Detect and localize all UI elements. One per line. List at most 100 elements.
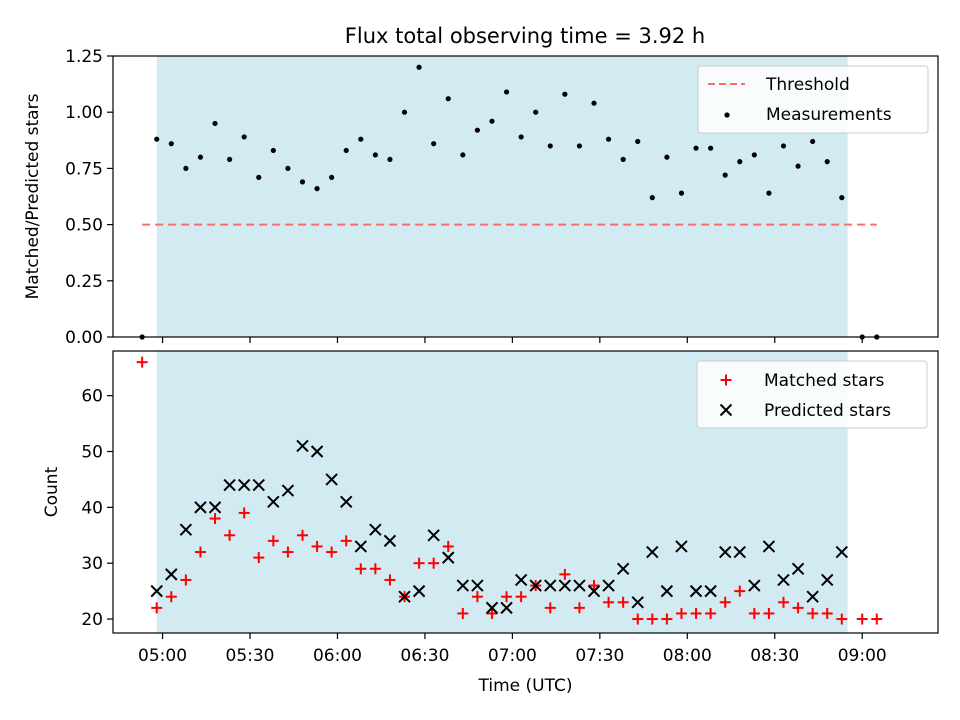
y-tick-label: 0.50 bbox=[65, 216, 103, 236]
matched-star-point bbox=[544, 602, 556, 614]
matched-star-point bbox=[442, 540, 454, 552]
measurement-point bbox=[678, 190, 685, 196]
predicted-star-point bbox=[835, 545, 849, 559]
top-legend: Threshold Measurements bbox=[697, 65, 929, 134]
y-tick-label: 50 bbox=[81, 443, 103, 463]
x-tick-label: 08:30 bbox=[750, 646, 799, 666]
measurement-point bbox=[795, 163, 801, 169]
x-tick-label: 07:30 bbox=[575, 646, 624, 666]
measurement-point bbox=[737, 159, 743, 165]
y-tick-label: 1.25 bbox=[65, 47, 103, 67]
matched-star-point bbox=[267, 535, 279, 547]
predicted-star-point bbox=[150, 584, 163, 598]
predicted-star-point bbox=[646, 545, 659, 559]
x-tick-label: 05:00 bbox=[138, 646, 187, 666]
matched-star-point bbox=[326, 546, 338, 558]
x-tick-label: 09:00 bbox=[838, 646, 887, 666]
measurement-point bbox=[445, 96, 451, 102]
measurement-point bbox=[358, 136, 364, 142]
matched-star-point bbox=[282, 546, 294, 558]
predicted-star-point bbox=[791, 562, 805, 575]
x-tick-label: 06:00 bbox=[313, 646, 362, 666]
bottom-y-axis-label: Count bbox=[42, 466, 62, 517]
predicted-star-point bbox=[631, 596, 644, 609]
matched-star-point bbox=[194, 546, 206, 558]
measurement-point bbox=[372, 152, 378, 158]
predicted-star-point bbox=[573, 579, 586, 592]
predicted-star-point bbox=[602, 579, 615, 592]
y-tick-label: 1.00 bbox=[65, 103, 103, 123]
predicted-star-point bbox=[179, 523, 193, 536]
matched-star-point bbox=[296, 529, 308, 541]
measurement-point bbox=[576, 143, 583, 149]
matched-star-point bbox=[384, 574, 396, 586]
y-tick-label: 60 bbox=[81, 387, 103, 407]
x-tick-label: 05:30 bbox=[226, 646, 275, 666]
measurement-point bbox=[751, 152, 757, 158]
predicted-star-point bbox=[485, 601, 499, 615]
measurement-point bbox=[299, 179, 306, 185]
measurement-point bbox=[431, 141, 437, 147]
predicted-star-point bbox=[558, 579, 572, 592]
matched-star-point bbox=[617, 596, 629, 608]
predicted-star-point bbox=[777, 573, 790, 587]
measurement-point bbox=[270, 147, 276, 154]
top-legend-box bbox=[697, 65, 929, 134]
predicted-star-point bbox=[587, 584, 601, 598]
top-y-ticks: 0.00 0.25 0.50 0.75 1.00 1.25 bbox=[65, 47, 113, 348]
predicted-star-point bbox=[544, 579, 557, 592]
measurement-point bbox=[708, 145, 714, 151]
measurement-point bbox=[489, 118, 495, 124]
predicted-star-point bbox=[456, 579, 470, 592]
measurement-point bbox=[693, 145, 699, 151]
predicted-star-point bbox=[223, 478, 236, 492]
top-x-ticks bbox=[161, 337, 863, 343]
matched-star-point bbox=[136, 356, 148, 368]
matched-star-point bbox=[603, 596, 615, 608]
predicted-star-point bbox=[398, 590, 411, 603]
predicted-star-point bbox=[500, 601, 513, 615]
measurement-point bbox=[605, 136, 612, 142]
predicted-star-point bbox=[427, 529, 440, 542]
matched-star-points bbox=[136, 356, 883, 625]
measurement-point bbox=[154, 136, 160, 142]
predicted-star-point bbox=[325, 473, 338, 486]
matched-star-point bbox=[573, 602, 585, 614]
matched-star-point bbox=[471, 591, 483, 603]
legend-predicted-swatch bbox=[719, 403, 733, 417]
predicted-star-point bbox=[442, 551, 455, 564]
measurement-point bbox=[183, 165, 189, 171]
measurement-point bbox=[168, 141, 174, 147]
bottom-y-ticks: 20 30 40 50 60 bbox=[81, 387, 113, 630]
legend-matched-label: Matched stars bbox=[764, 371, 884, 391]
matched-star-point bbox=[705, 607, 717, 619]
matched-star-point bbox=[457, 607, 469, 619]
bottom-x-ticks: 05:00 05:30 06:00 06:30 07:00 07:30 08:00 08:30… bbox=[138, 633, 887, 666]
x-tick-label: 06:30 bbox=[400, 646, 449, 666]
predicted-star-point bbox=[806, 590, 819, 603]
measurement-point bbox=[343, 147, 349, 154]
y-tick-label: 0.75 bbox=[65, 159, 103, 179]
predicted-star-point bbox=[529, 579, 542, 592]
measurement-point bbox=[780, 143, 787, 149]
figure-title: Flux total observing time = 3.92 h bbox=[345, 24, 705, 48]
matched-star-point bbox=[311, 540, 323, 552]
matched-star-point bbox=[588, 580, 600, 592]
predicted-star-point bbox=[369, 523, 382, 536]
measurement-point bbox=[387, 156, 393, 163]
bottom-axes-frame bbox=[112, 350, 939, 634]
predicted-star-point bbox=[281, 484, 295, 497]
matched-star-point bbox=[253, 552, 265, 564]
y-tick-label: 0.25 bbox=[65, 272, 103, 292]
matched-star-point bbox=[646, 613, 658, 625]
matched-star-point bbox=[209, 513, 221, 525]
legend-measurements-swatch bbox=[724, 112, 730, 118]
measurement-point bbox=[620, 156, 626, 163]
measurement-point bbox=[635, 138, 641, 145]
matched-star-point bbox=[856, 613, 868, 625]
measurement-point bbox=[285, 165, 291, 171]
measurement-point bbox=[416, 64, 422, 70]
matched-star-point bbox=[180, 574, 192, 586]
matched-star-point bbox=[748, 607, 760, 619]
